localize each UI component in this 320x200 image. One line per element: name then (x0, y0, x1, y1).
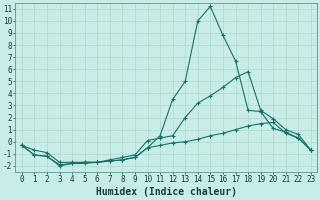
X-axis label: Humidex (Indice chaleur): Humidex (Indice chaleur) (96, 187, 237, 197)
